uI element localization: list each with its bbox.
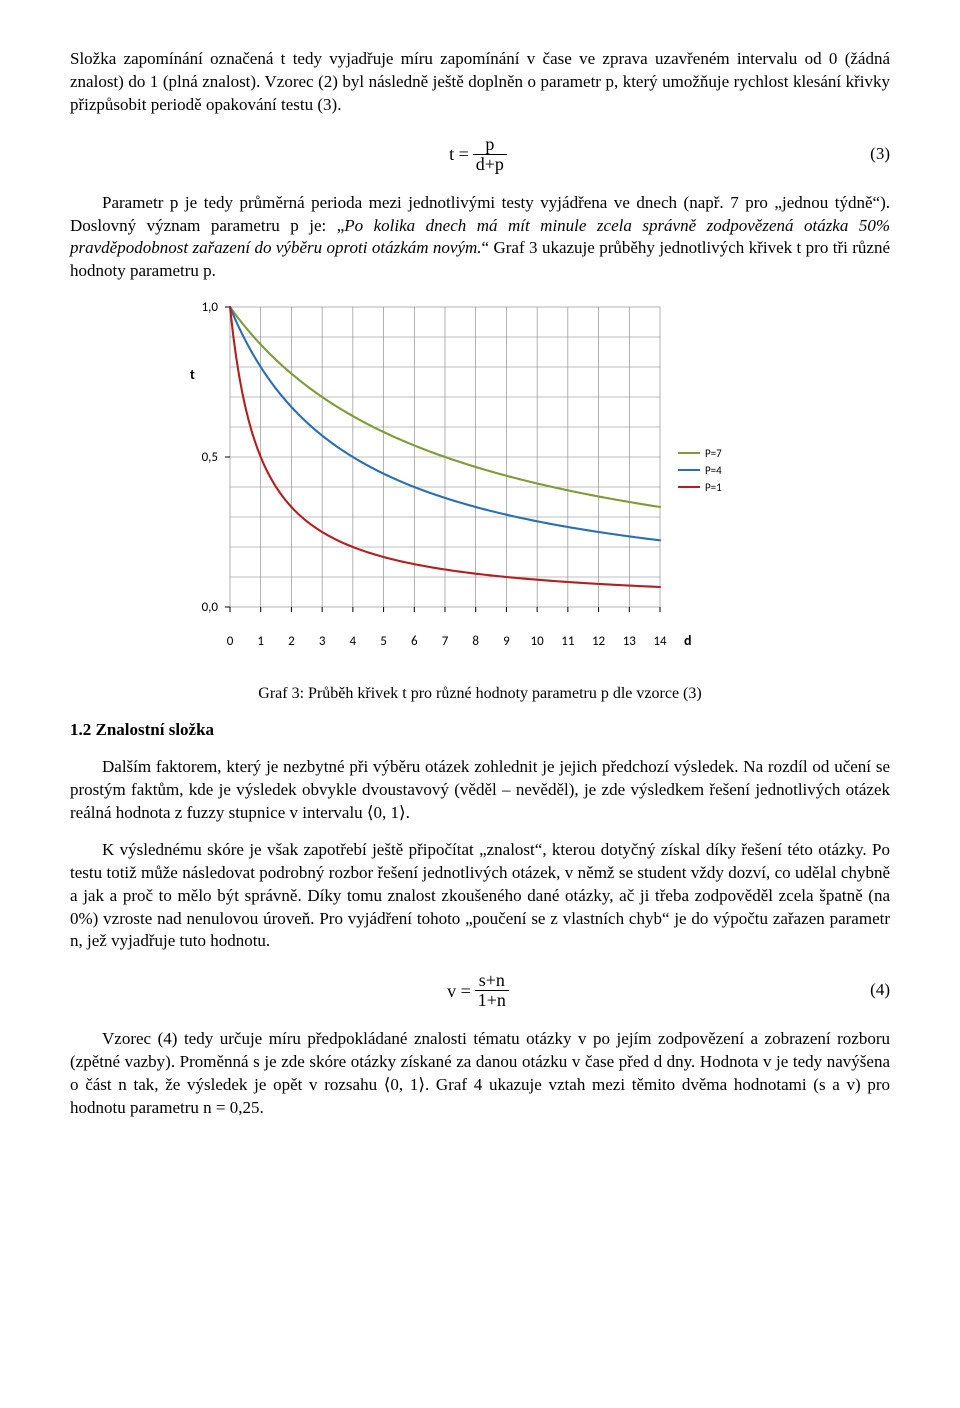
eq4-lhs: v = bbox=[447, 979, 471, 1003]
paragraph-param-p: Parametr p je tedy průměrná perioda mezi… bbox=[70, 192, 890, 284]
paragraph-znalostni-1: Dalším faktorem, který je nezbytné při v… bbox=[70, 756, 890, 825]
svg-text:9: 9 bbox=[503, 634, 510, 649]
svg-text:0,0: 0,0 bbox=[202, 600, 219, 615]
svg-text:1: 1 bbox=[257, 634, 264, 649]
svg-text:10: 10 bbox=[531, 634, 545, 649]
caption-graf-3: Graf 3: Průběh křivek t pro různé hodnot… bbox=[70, 683, 890, 705]
eq3-number: (3) bbox=[870, 143, 890, 166]
eq3-denominator: d+p bbox=[473, 155, 507, 174]
svg-text:1,0: 1,0 bbox=[202, 300, 219, 315]
chart-graf-3: 1,00,50,0t01234567891011121314dP=7P=4P=1 bbox=[160, 297, 800, 657]
eq4-denominator: 1+n bbox=[475, 991, 509, 1010]
svg-text:4: 4 bbox=[350, 634, 357, 649]
chart-svg: 1,00,50,0t01234567891011121314dP=7P=4P=1 bbox=[160, 297, 800, 657]
svg-text:P=1: P=1 bbox=[705, 481, 722, 494]
svg-text:t: t bbox=[190, 366, 195, 383]
svg-text:7: 7 bbox=[442, 634, 449, 649]
svg-text:d: d bbox=[684, 632, 692, 649]
paragraph-intro: Složka zapomínání označená t tedy vyjadř… bbox=[70, 48, 890, 117]
svg-text:5: 5 bbox=[380, 634, 387, 649]
eq3-numerator: p bbox=[473, 135, 507, 155]
eq4-numerator: s+n bbox=[475, 971, 509, 991]
svg-text:P=7: P=7 bbox=[705, 447, 722, 460]
svg-text:12: 12 bbox=[592, 634, 606, 649]
svg-text:11: 11 bbox=[561, 634, 574, 649]
svg-text:13: 13 bbox=[623, 634, 637, 649]
eq4-fraction: s+n 1+n bbox=[475, 971, 509, 1010]
svg-text:0: 0 bbox=[227, 634, 234, 649]
svg-text:3: 3 bbox=[319, 634, 326, 649]
svg-text:2: 2 bbox=[288, 634, 295, 649]
paragraph-znalostni-2: K výslednému skóre je však zapotřebí ješ… bbox=[70, 839, 890, 954]
eq4-number: (4) bbox=[870, 979, 890, 1002]
svg-text:8: 8 bbox=[472, 634, 479, 649]
svg-text:14: 14 bbox=[653, 634, 667, 649]
svg-text:0,5: 0,5 bbox=[202, 450, 218, 465]
svg-text:P=4: P=4 bbox=[705, 464, 722, 477]
equation-4: v = s+n 1+n (4) bbox=[70, 971, 890, 1010]
equation-3: t = p d+p (3) bbox=[70, 135, 890, 174]
eq3-lhs: t = bbox=[449, 142, 469, 166]
heading-1-2: 1.2 Znalostní složka bbox=[70, 719, 890, 742]
svg-text:6: 6 bbox=[411, 634, 418, 649]
eq3-fraction: p d+p bbox=[473, 135, 507, 174]
paragraph-final: Vzorec (4) tedy určuje míru předpokládan… bbox=[70, 1028, 890, 1120]
